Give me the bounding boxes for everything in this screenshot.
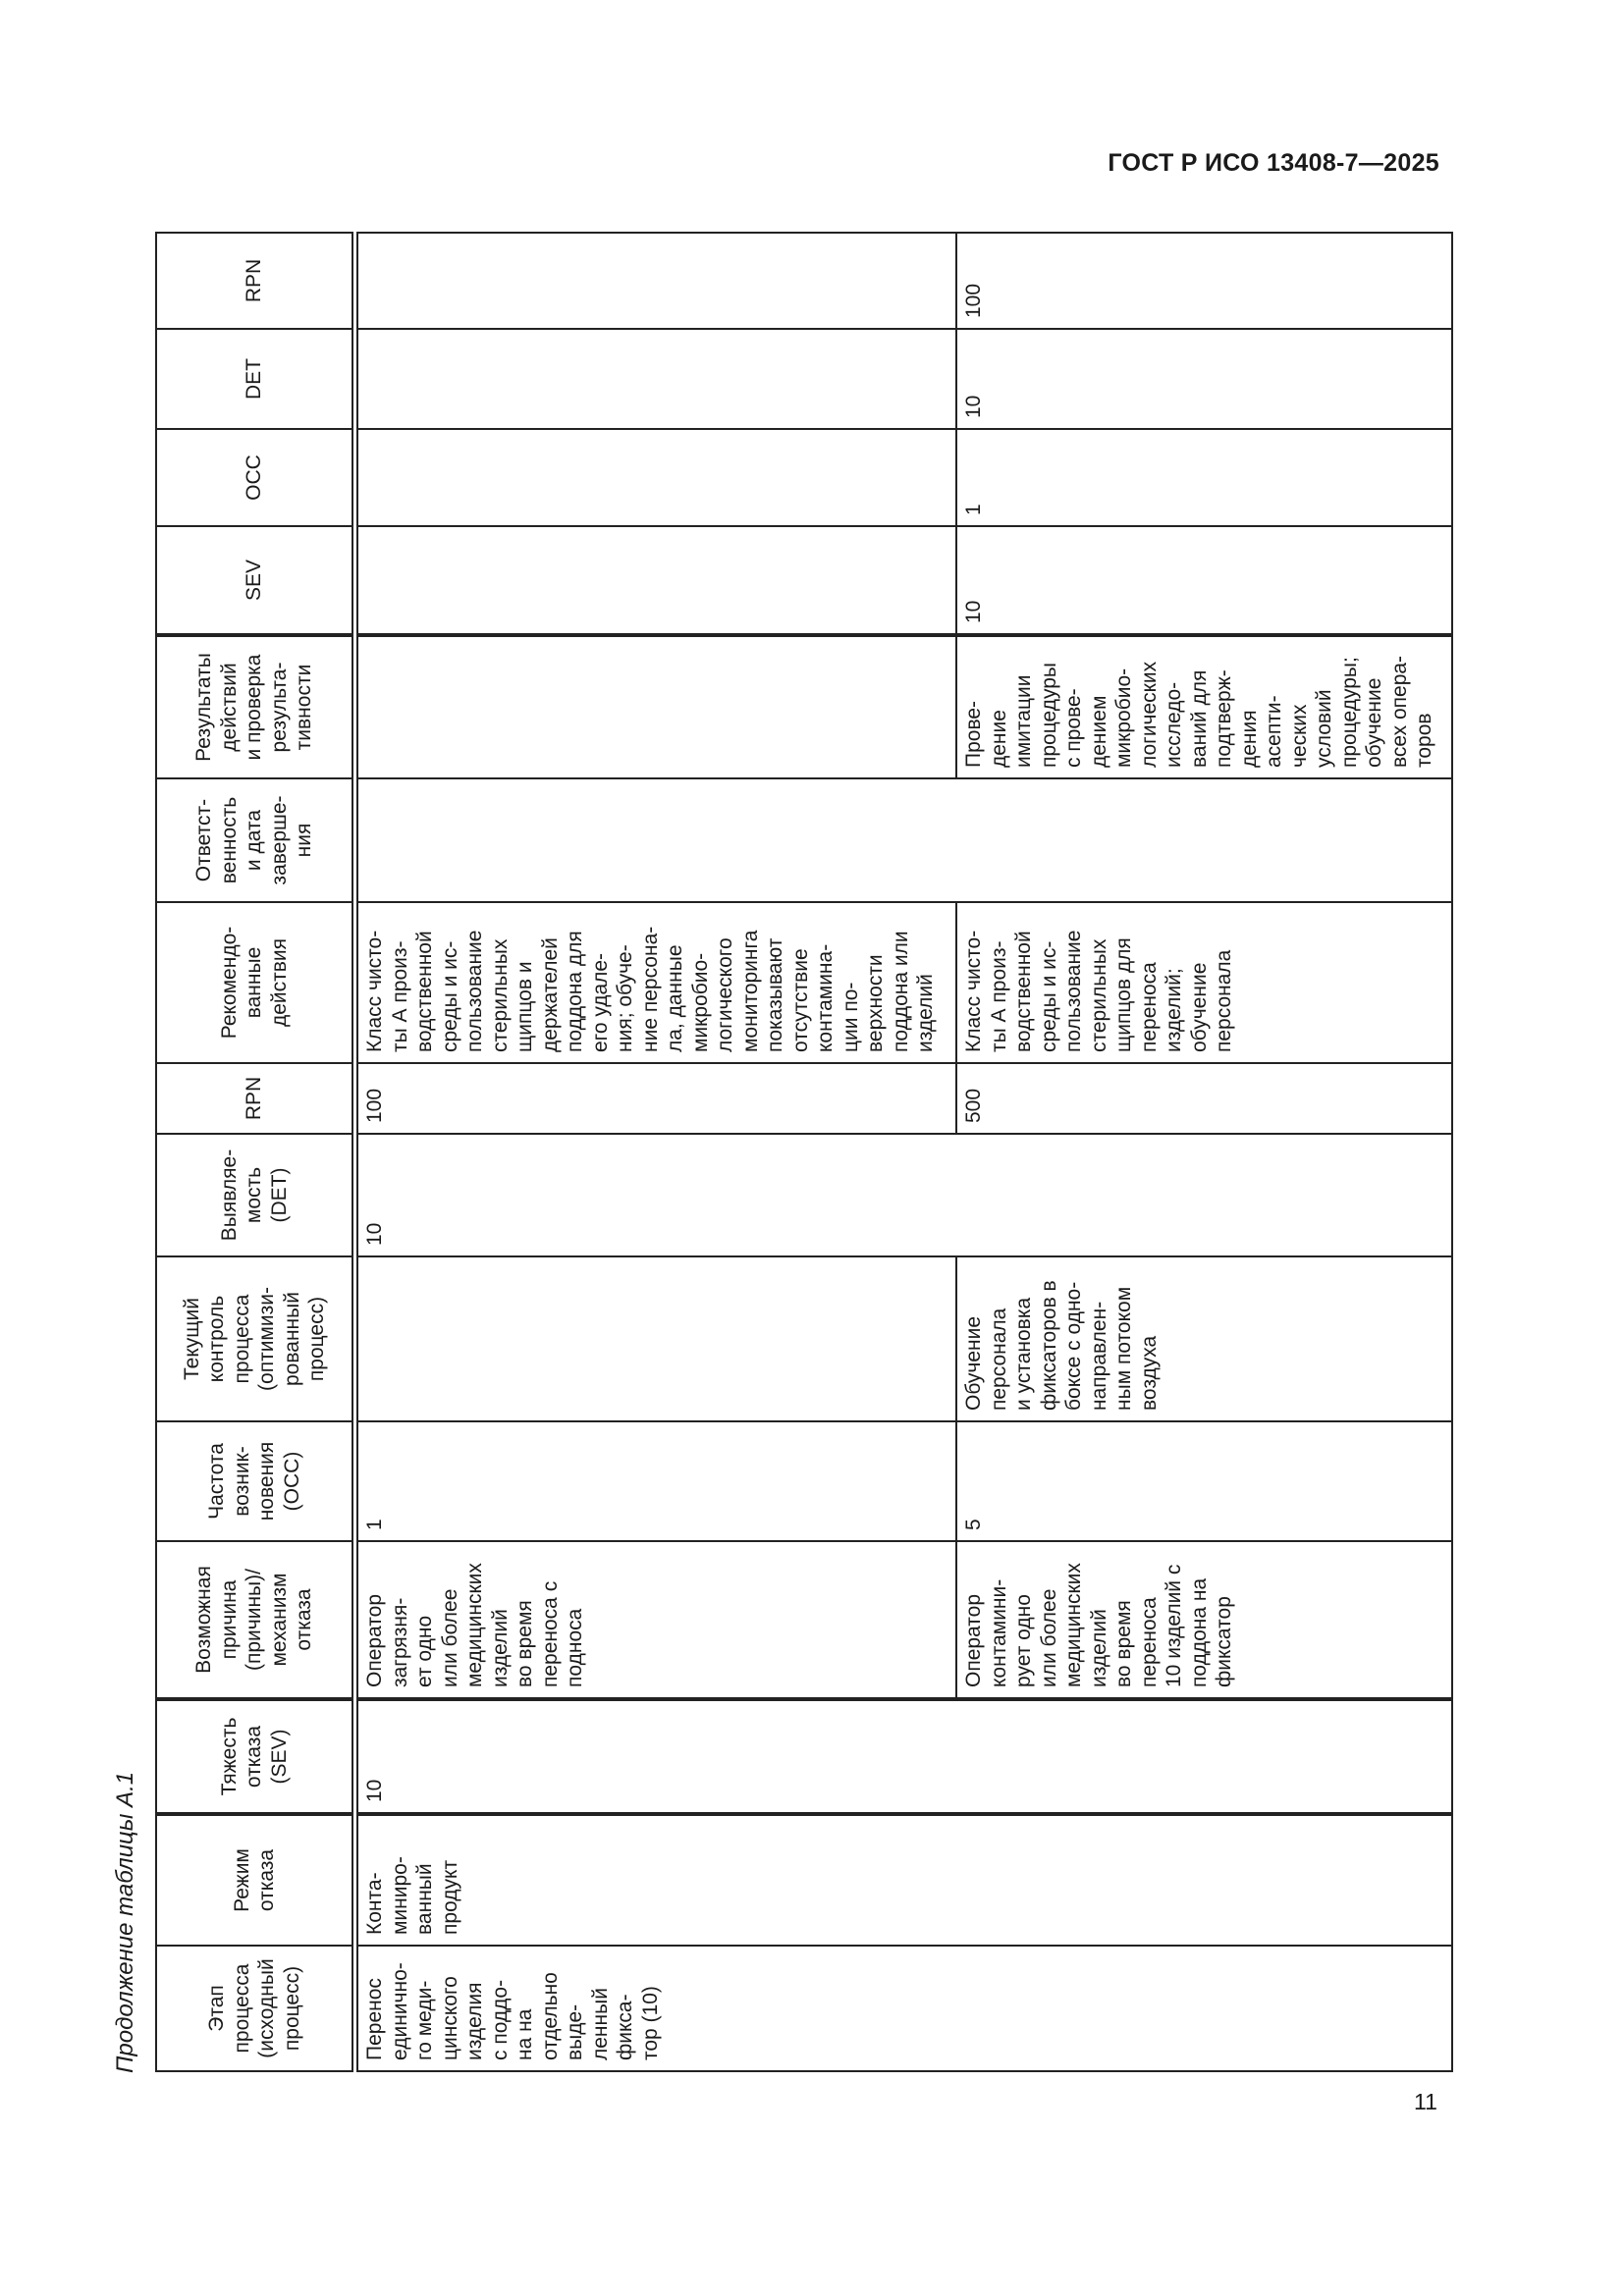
header-rpn: RPN [156, 1063, 355, 1134]
current-control-cell [354, 1256, 956, 1421]
page-number: 11 [1414, 2089, 1437, 2114]
cause-cell: Оператор контамини- рует одно или более … [956, 1541, 1452, 1699]
cause-cell: Оператор загрязня- ет одно или более мед… [354, 1541, 956, 1699]
severity-cell: 10 [354, 1699, 1452, 1814]
det-new-cell [354, 329, 956, 429]
occ-new-cell [354, 429, 956, 526]
occurrence-cell: 1 [354, 1421, 956, 1541]
occ-new-cell: 1 [956, 429, 1452, 526]
header-detectability: Выявляе- мость (DET) [156, 1134, 355, 1256]
document-code: ГОСТ Р ИСО 13408-7—2025 [1108, 149, 1439, 177]
occurrence-cell: 5 [956, 1421, 1452, 1541]
header-occ-new: OCC [156, 429, 355, 526]
results-cell [354, 635, 956, 778]
process-stage-cell: Перенос единично- го меди- цинского изде… [354, 1946, 1452, 2071]
rpn-new-cell [354, 233, 956, 329]
sev-new-cell [354, 526, 956, 635]
det-new-cell: 10 [956, 329, 1452, 429]
table-row: Перенос единично- го меди- цинского изде… [354, 233, 1452, 2071]
recommended-actions-cell: Класс чисто- ты А произ- водственной сре… [354, 902, 956, 1063]
header-rpn-new: RPN [156, 233, 355, 329]
rpn-cell: 500 [956, 1063, 1452, 1134]
header-cause: Возможная причина (причины)/ механизм от… [156, 1541, 355, 1699]
fmea-table-wrapper: Этап процесса (исходный процесс) Режим от… [155, 233, 1452, 2072]
results-cell: Прове- дение имитации процедуры с прове-… [956, 635, 1452, 778]
header-sev-new: SEV [156, 526, 355, 635]
header-process-stage: Этап процесса (исходный процесс) [156, 1946, 355, 2071]
rpn-cell: 100 [354, 1063, 956, 1134]
header-recommended-actions: Рекомендо- ванные действия [156, 902, 355, 1063]
fmea-table: Этап процесса (исходный процесс) Режим от… [155, 232, 1453, 2072]
sev-new-cell: 10 [956, 526, 1452, 635]
rpn-new-cell: 100 [956, 233, 1452, 329]
table-caption: Продолжение таблицы А.1 [112, 1771, 138, 2073]
table-header-row: Этап процесса (исходный процесс) Режим от… [156, 233, 355, 2071]
recommended-actions-cell: Класс чисто- ты А произ- водственной сре… [956, 902, 1452, 1063]
header-current-control: Текущий контроль процесса (оптимизи- ров… [156, 1256, 355, 1421]
detectability-cell: 10 [354, 1134, 1452, 1256]
header-responsibility: Ответст- венность и дата заверше- ния [156, 778, 355, 902]
header-results: Результаты действий и проверка результа-… [156, 635, 355, 778]
responsibility-cell [354, 778, 1452, 902]
failure-mode-cell: Конта- миниро- ванный продукт [354, 1814, 1452, 1946]
header-occurrence: Частота возник- новения (OCC) [156, 1421, 355, 1541]
header-det-new: DET [156, 329, 355, 429]
header-severity: Тяжесть отказа (SEV) [156, 1699, 355, 1814]
header-failure-mode: Режим отказа [156, 1814, 355, 1946]
current-control-cell: Обучение персонала и установка фиксаторо… [956, 1256, 1452, 1421]
